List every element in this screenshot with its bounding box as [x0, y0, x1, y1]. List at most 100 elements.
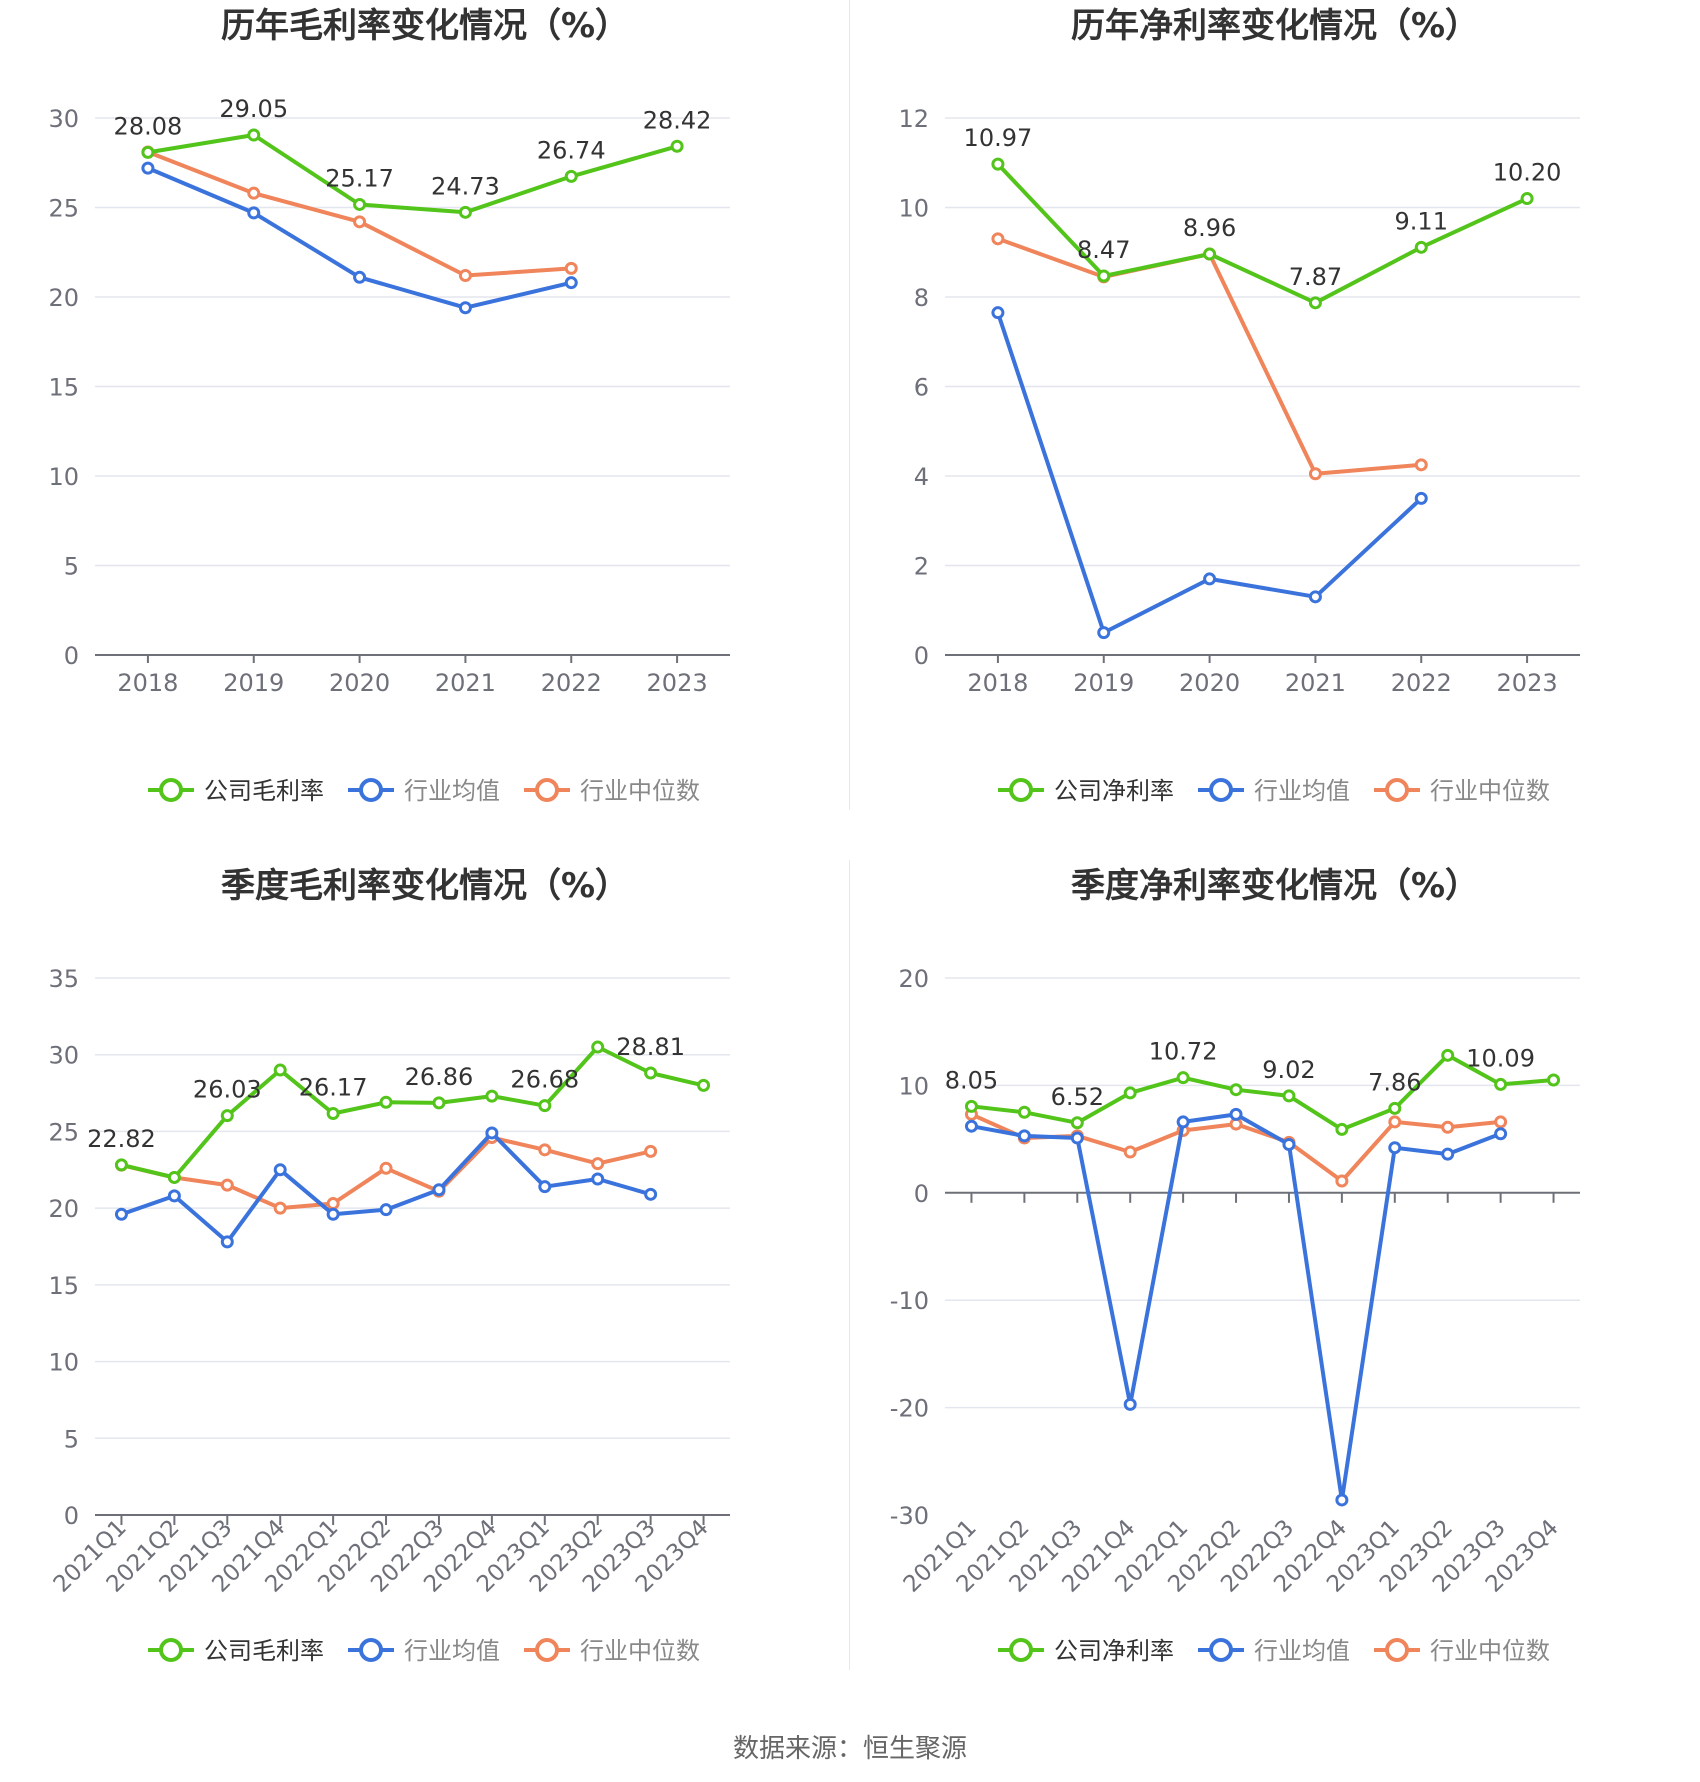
legend-marker — [359, 1638, 383, 1662]
data-point — [114, 1207, 128, 1221]
legend-label: 行业均值 — [1254, 777, 1350, 805]
data-label: 28.08 — [114, 112, 183, 140]
data-point — [1123, 1397, 1137, 1411]
data-label: 8.47 — [1077, 236, 1130, 264]
data-point — [644, 1066, 658, 1080]
data-point — [564, 261, 578, 275]
data-point — [670, 139, 684, 153]
data-point — [1176, 1115, 1190, 1129]
data-point — [1547, 1073, 1561, 1087]
legend-marker — [535, 1638, 559, 1662]
data-label: 22.82 — [87, 1125, 156, 1153]
legend-label: 公司净利率 — [1054, 777, 1174, 805]
data-point — [273, 1201, 287, 1215]
series-line — [147, 133, 678, 215]
x-tick-label: 2022 — [1391, 669, 1452, 697]
y-tick-label: 10 — [48, 1349, 79, 1377]
data-point — [247, 186, 261, 200]
legend-label: 行业中位数 — [1430, 777, 1550, 805]
source-note: 数据来源：恒生聚源 — [732, 1734, 967, 1764]
data-label: 8.05 — [945, 1066, 998, 1094]
data-point — [1414, 491, 1428, 505]
data-label: 28.42 — [643, 106, 712, 134]
legend-item: 公司毛利率 — [148, 1637, 324, 1665]
data-point — [353, 197, 367, 211]
series-line — [971, 1053, 1554, 1132]
data-point — [326, 1106, 340, 1120]
legend-label: 行业中位数 — [580, 1637, 700, 1665]
y-tick-label: 0 — [64, 642, 79, 670]
y-tick-label: 2 — [914, 553, 929, 581]
data-point — [1308, 590, 1322, 604]
y-tick-label: 30 — [48, 1042, 79, 1070]
x-tick-label: 2018 — [117, 669, 178, 697]
data-point — [1176, 1071, 1190, 1085]
data-point — [991, 157, 1005, 171]
y-tick-label: 10 — [48, 463, 79, 491]
legend-marker — [1209, 1638, 1233, 1662]
data-point — [644, 1187, 658, 1201]
data-label: 28.81 — [616, 1033, 685, 1061]
data-point — [964, 1099, 978, 1113]
data-point — [1229, 1083, 1243, 1097]
chart-title: 历年毛利率变化情况（%） — [221, 6, 629, 46]
data-point — [1017, 1105, 1031, 1119]
y-tick-label: 4 — [914, 463, 929, 491]
chart-title: 历年净利率变化情况（%） — [1071, 6, 1479, 46]
data-point — [538, 1143, 552, 1157]
quarterly-gross-margin-chart: 季度毛利率变化情况（%） 0 5 10 15 20 25 30 35 2021Q1 2021Q2 20… — [0, 860, 850, 1720]
data-point — [458, 269, 472, 283]
y-tick-label: 20 — [48, 1195, 79, 1223]
data-label: 26.17 — [299, 1073, 368, 1101]
series-line — [121, 1045, 704, 1180]
data-point — [1097, 626, 1111, 640]
data-point — [1494, 1127, 1508, 1141]
data-point — [432, 1096, 446, 1110]
y-tick-label: 8 — [914, 284, 929, 312]
data-point — [991, 232, 1005, 246]
y-tick-label: 6 — [914, 374, 929, 402]
data-label: 26.03 — [193, 1076, 262, 1104]
x-tick-label: 2023 — [1497, 669, 1558, 697]
data-label: 10.20 — [1493, 159, 1562, 187]
data-point — [1070, 1116, 1084, 1130]
x-tick-label: 2019 — [1073, 669, 1134, 697]
data-point — [538, 1180, 552, 1194]
data-point — [1229, 1107, 1243, 1121]
x-tick-label: 2018 — [967, 669, 1028, 697]
data-label: 10.72 — [1149, 1038, 1218, 1066]
x-tick-label: 2021 — [1285, 669, 1346, 697]
y-tick-label: 5 — [64, 1425, 79, 1453]
data-label: 29.05 — [219, 95, 288, 123]
y-tick-label: 25 — [48, 195, 79, 223]
data-point — [1203, 247, 1217, 261]
data-point — [1123, 1086, 1137, 1100]
data-point — [485, 1089, 499, 1103]
y-tick-label: 35 — [48, 965, 79, 993]
y-tick-label: 12 — [898, 105, 929, 133]
legend-marker — [1385, 778, 1409, 802]
data-point — [379, 1203, 393, 1217]
data-point — [1070, 1131, 1084, 1145]
data-point — [564, 276, 578, 290]
legend-label: 行业均值 — [404, 1637, 500, 1665]
legend-marker — [1009, 778, 1033, 802]
data-label: 9.02 — [1262, 1056, 1315, 1084]
data-label: 26.86 — [405, 1063, 474, 1091]
y-tick-label: 10 — [898, 1072, 929, 1100]
y-tick-label: 5 — [64, 553, 79, 581]
data-point — [1335, 1174, 1349, 1188]
legend-marker — [1385, 1638, 1409, 1662]
data-point — [1097, 269, 1111, 283]
data-point — [1388, 1141, 1402, 1155]
data-point — [432, 1183, 446, 1197]
y-tick-label: 15 — [48, 374, 79, 402]
y-tick-label: 25 — [48, 1118, 79, 1146]
data-point — [353, 215, 367, 229]
legend-marker — [159, 778, 183, 802]
data-label: 7.87 — [1289, 263, 1342, 291]
legend-item: 行业均值 — [1198, 777, 1350, 805]
data-point — [114, 1158, 128, 1172]
data-point — [1388, 1115, 1402, 1129]
legend-marker — [1009, 1638, 1033, 1662]
